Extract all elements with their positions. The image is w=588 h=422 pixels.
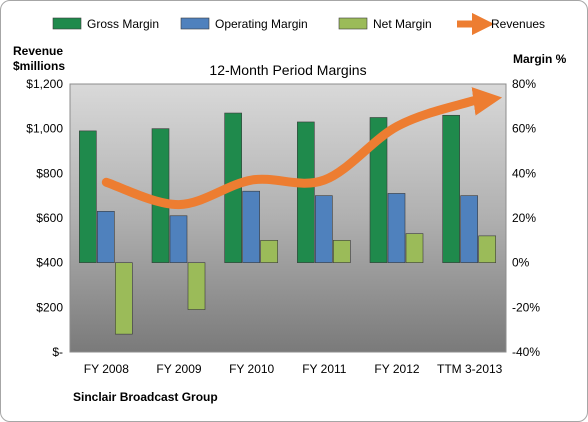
right-tick-label: 60% [512,122,536,136]
category-label: TTM 3-2013 [437,362,503,376]
legend-label: Operating Margin [215,17,308,31]
bar-net-margin [260,240,278,263]
legend-label: Net Margin [373,17,432,31]
bar-net-margin [478,235,496,263]
bar-operating-margin [315,195,333,263]
bar-net-margin [187,262,206,310]
plot-area [69,83,507,353]
left-tick-label: $200 [36,300,63,314]
legend-swatch [338,17,368,30]
category-label: FY 2012 [374,362,419,376]
bar-operating-margin [460,195,478,263]
right-tick-label: 40% [512,166,536,180]
category-label: FY 2011 [302,362,347,376]
bar-gross-margin [442,114,460,263]
bar-series [79,112,496,335]
right-tick-label: 80% [512,77,536,91]
revenue-line [101,87,503,210]
category-label: FY 2008 [84,362,129,376]
bar-net-margin [333,240,351,263]
legend-label: Revenues [491,17,545,31]
chart-title: 12-Month Period Margins [209,62,366,78]
bar-operating-margin [97,211,115,263]
right-axis: -40% -20% 0% 20% 40% 60% 80% [512,77,540,359]
left-tick-label: $400 [36,256,63,270]
company-label: Sinclair Broadcast Group [73,390,218,404]
bar-operating-margin [387,193,406,263]
right-axis-label: Margin % [513,52,567,66]
bar-operating-margin [242,190,260,263]
right-tick-label: 20% [512,211,536,225]
left-axis-label-line2: $millions [13,59,65,73]
left-axis: $- $200 $400 $600 $800 $1,000 $1,200 [26,77,63,359]
revenue-line-layer [101,87,503,210]
right-tick-label: -20% [512,300,540,314]
left-tick-label: $1,200 [26,77,63,91]
bar-gross-margin [79,130,97,263]
legend-swatch [180,17,210,30]
left-axis-label-line1: Revenue [13,44,63,58]
category-label: FY 2010 [229,362,274,376]
category-axis: FY 2008 FY 2009 FY 2010 FY 2011 FY 2012 TTM 3… [84,362,503,376]
right-tick-label: -40% [512,345,540,359]
right-tick-label: 0% [512,256,530,270]
bar-operating-margin [169,215,188,263]
bar-gross-margin [297,121,315,263]
legend-label: Gross Margin [87,17,159,31]
category-label: FY 2009 [156,362,201,376]
left-tick-label: $- [52,345,63,359]
left-tick-label: $800 [36,166,63,180]
left-tick-label: $600 [36,211,63,225]
bar-net-margin [405,233,424,263]
bar-gross-margin [151,128,170,263]
left-tick-label: $1,000 [26,122,63,136]
legend-swatch [52,17,82,30]
legend: Gross Margin Operating Margin Net Margin Re… [52,12,545,36]
bar-gross-margin [369,117,388,263]
bar-net-margin [115,262,133,335]
